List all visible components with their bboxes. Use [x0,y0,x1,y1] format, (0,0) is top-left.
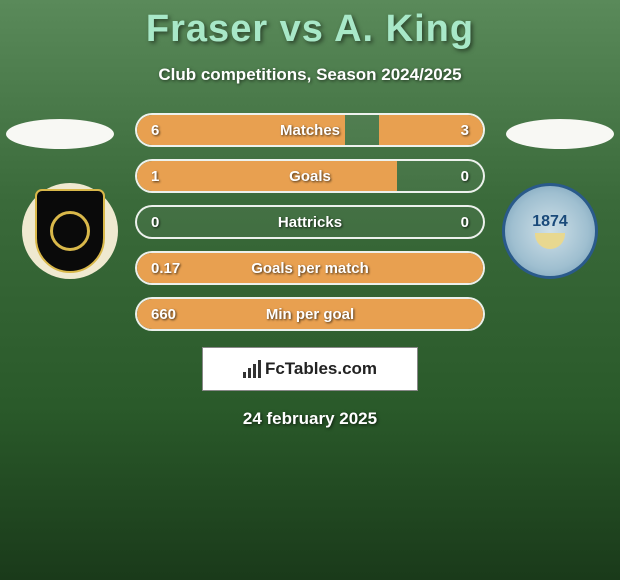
crest-year: 1874 [532,213,568,231]
stat-label: Matches [137,122,483,139]
club-crest-right: 1874 [502,183,598,279]
stat-value-right: 0 [461,168,469,185]
stat-row: 660Min per goal [135,297,485,331]
club-crest-left [22,183,118,279]
subtitle: Club competitions, Season 2024/2025 [0,65,620,85]
stat-row: 0Hattricks0 [135,205,485,239]
stat-row: 6Matches3 [135,113,485,147]
stat-label: Goals [137,168,483,185]
player-avatar-left [6,119,114,149]
page-title: Fraser vs A. King [0,0,620,51]
boat-icon [535,233,565,249]
stat-label: Hattricks [137,214,483,231]
date: 24 february 2025 [0,409,620,429]
bar-chart-icon [243,360,261,378]
shield-icon [35,189,105,273]
player-avatar-right [506,119,614,149]
stats-list: 6Matches31Goals00Hattricks00.17Goals per… [135,113,485,343]
stat-value-right: 0 [461,214,469,231]
stat-row: 0.17Goals per match [135,251,485,285]
stat-value-right: 3 [461,122,469,139]
stat-label: Min per goal [137,306,483,323]
brand-text: FcTables.com [265,359,377,379]
stat-row: 1Goals0 [135,159,485,193]
brand-badge[interactable]: FcTables.com [202,347,418,391]
stat-label: Goals per match [137,260,483,277]
